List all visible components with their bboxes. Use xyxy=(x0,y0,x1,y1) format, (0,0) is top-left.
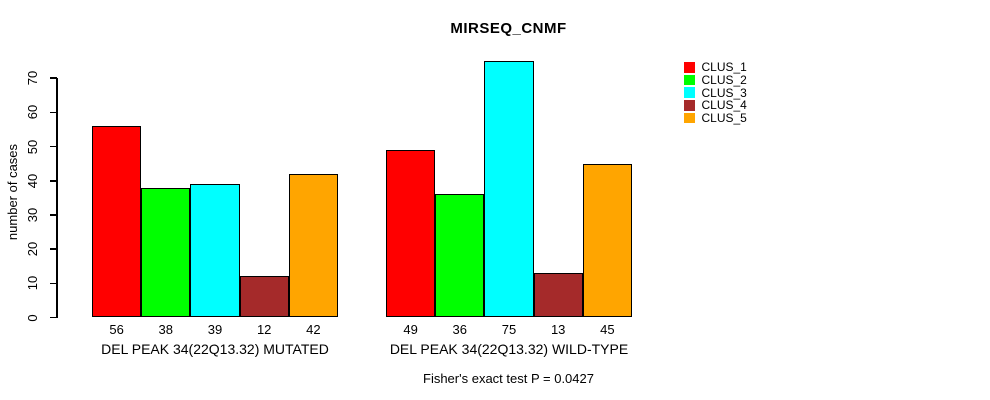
y-axis-label: number of cases xyxy=(5,143,20,241)
y-tick-mark xyxy=(50,214,57,216)
bar-clus_1-group1 xyxy=(92,126,142,318)
bar-clus_3-group1 xyxy=(190,184,240,318)
bar-value-label: 36 xyxy=(452,322,468,337)
legend-swatch-icon xyxy=(684,100,695,111)
legend-row-clus_2: CLUS_2 xyxy=(684,74,747,87)
bar-clus_5-group2 xyxy=(582,163,632,318)
y-tick-mark xyxy=(50,316,57,319)
y-tick-label: 70 xyxy=(25,71,40,86)
legend-row-clus_3: CLUS_3 xyxy=(684,86,747,99)
legend-row-clus_5: CLUS_5 xyxy=(684,112,747,125)
group-label-2: DEL PEAK 34(22Q13.32) WILD-TYPE xyxy=(389,341,629,357)
legend-label: CLUS_2 xyxy=(701,73,747,88)
bar-clus_2-group1 xyxy=(141,187,191,318)
chart-title: MIRSEQ_CNMF xyxy=(450,20,567,37)
legend-swatch-icon xyxy=(684,74,695,86)
legend-label: CLUS_3 xyxy=(701,85,747,100)
legend-swatch-icon xyxy=(684,87,695,98)
legend-swatch-icon xyxy=(684,112,695,124)
y-tick-label: 10 xyxy=(25,276,40,291)
legend-swatch-icon xyxy=(684,62,695,73)
y-tick-mark xyxy=(50,180,57,182)
bar-clus_4-group1 xyxy=(239,276,289,318)
y-tick-label: 60 xyxy=(25,105,40,120)
y-tick-mark xyxy=(50,282,57,285)
y-tick-label: 0 xyxy=(25,313,40,322)
legend: CLUS_1 CLUS_2 CLUS_3 CLUS_4 CLUS_5 xyxy=(684,61,747,124)
legend-label: CLUS_5 xyxy=(701,111,747,126)
group-label-1: DEL PEAK 34(22Q13.32) MUTATED xyxy=(101,341,329,357)
y-tick-mark xyxy=(50,77,57,79)
bar-value-label: 42 xyxy=(306,322,321,337)
bar-clus_1-group2 xyxy=(386,150,436,318)
legend-row-clus_1: CLUS_1 xyxy=(684,61,747,74)
bar-value-label: 38 xyxy=(158,322,174,337)
bar-clus_5-group1 xyxy=(288,173,338,318)
y-tick-mark xyxy=(50,248,57,250)
bar-value-label: 56 xyxy=(109,322,124,337)
bar-value-label: 49 xyxy=(403,322,418,337)
y-axis-line xyxy=(56,78,58,318)
bar-clus_2-group2 xyxy=(435,194,485,318)
y-tick-label: 50 xyxy=(25,139,40,154)
legend-label: CLUS_1 xyxy=(701,60,747,75)
y-tick-mark xyxy=(50,145,57,148)
bar-value-label: 12 xyxy=(256,322,272,337)
bar-value-label: 75 xyxy=(501,322,517,337)
bar-value-label: 39 xyxy=(207,322,223,337)
fisher-test-annotation: Fisher's exact test P = 0.0427 xyxy=(423,371,594,386)
legend-row-clus_4: CLUS_4 xyxy=(684,99,747,112)
legend-label: CLUS_4 xyxy=(701,98,747,113)
bar-value-label: 45 xyxy=(600,322,615,337)
y-tick-mark xyxy=(50,111,57,114)
bar-value-label: 13 xyxy=(550,322,566,337)
bar-clus_4-group2 xyxy=(533,273,583,318)
y-tick-label: 20 xyxy=(25,241,40,257)
bar-clus_3-group2 xyxy=(484,61,534,318)
